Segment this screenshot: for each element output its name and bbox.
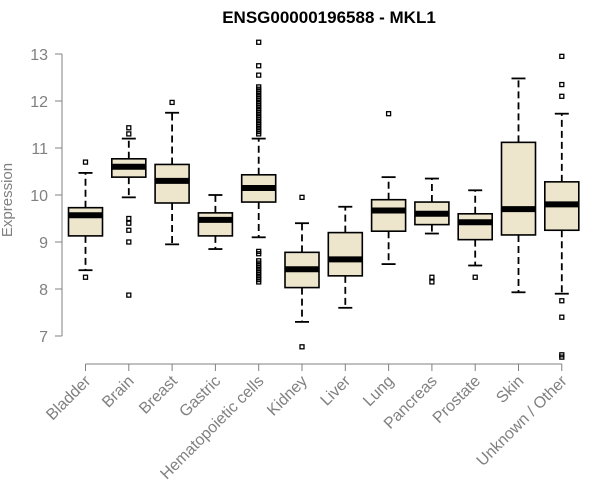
outlier-point — [299, 344, 305, 350]
box-group — [543, 53, 580, 360]
x-tick-label: Brain — [99, 373, 137, 411]
box-group — [327, 205, 364, 309]
box — [327, 231, 364, 277]
outlier-point — [126, 220, 132, 226]
box — [67, 206, 104, 237]
box — [457, 213, 494, 241]
box-group — [240, 39, 277, 285]
x-tick-label: Kidney — [264, 373, 311, 420]
outlier-point — [256, 251, 262, 257]
box-group — [414, 177, 450, 285]
x-tick-label: Breast — [136, 372, 181, 417]
outlier-point — [126, 227, 132, 233]
box-group — [111, 125, 147, 298]
y-tick-label: 12 — [30, 94, 48, 111]
outlier-point — [429, 274, 435, 280]
y-tick-label: 8 — [39, 282, 48, 299]
y-tick-label: 11 — [31, 141, 48, 158]
x-tick-label: Bladder — [43, 372, 94, 423]
box — [197, 212, 234, 237]
outlier-point — [559, 53, 565, 59]
x-tick-label: Lung — [360, 373, 397, 410]
outlier-point — [82, 159, 89, 165]
outlier-point — [559, 298, 565, 304]
box — [500, 141, 537, 236]
outlier-point — [126, 131, 132, 137]
outlier-point — [126, 292, 132, 298]
y-tick-label: 7 — [39, 329, 48, 346]
outlier-point — [256, 39, 262, 45]
box-group — [457, 189, 494, 280]
outlier-point — [256, 63, 262, 69]
chart-title: ENSG00000196588 - MKL1 — [222, 8, 436, 27]
y-tick-label: 9 — [39, 235, 48, 252]
outlier-point — [559, 93, 565, 99]
box — [370, 198, 407, 232]
box-group — [197, 194, 234, 250]
y-axis: 7 8 9 10 11 12 13 — [30, 47, 63, 346]
outlier-point — [429, 279, 435, 285]
outlier-point — [126, 239, 132, 245]
outlier-point — [256, 72, 262, 78]
box-group — [284, 194, 320, 350]
outlier-point — [126, 125, 132, 131]
y-axis-label: Expression — [0, 163, 16, 237]
y-tick-label: 10 — [30, 188, 48, 205]
outlier-point — [126, 215, 132, 222]
box-group — [500, 77, 537, 294]
outlier-point — [82, 274, 89, 280]
outlier-point — [256, 131, 262, 137]
outlier-point — [559, 314, 565, 320]
outlier-point — [559, 354, 565, 360]
outlier-point — [256, 279, 262, 285]
outlier-point — [385, 111, 392, 117]
x-tick-label: Skin — [493, 373, 527, 407]
box-group — [370, 111, 407, 265]
outlier-point — [299, 194, 305, 201]
boxes — [67, 39, 580, 360]
y-tick-label: 13 — [30, 47, 48, 64]
outlier-point — [559, 81, 565, 88]
box-group — [67, 159, 104, 280]
box-group — [154, 99, 190, 246]
outlier-point — [472, 274, 478, 280]
x-tick-label: Liver — [318, 372, 355, 409]
outlier-point — [169, 99, 175, 106]
x-tick-label: Prostate — [430, 373, 484, 427]
